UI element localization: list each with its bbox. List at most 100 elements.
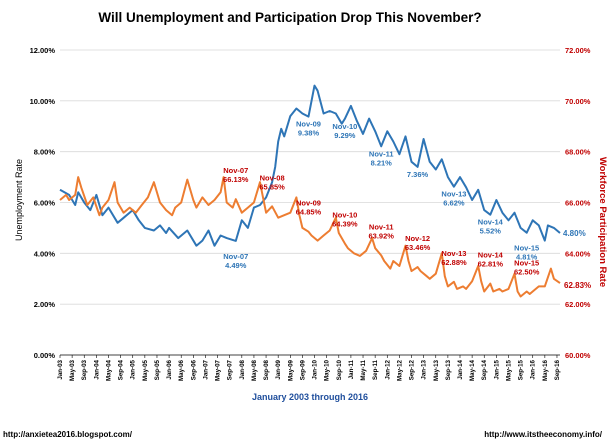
x-tick-label: Jan-03 — [57, 359, 64, 379]
annotation-red-date: Nov-14 — [478, 251, 504, 260]
x-tick-label: Jan-08 — [239, 359, 246, 379]
left-tick-label: 4.00% — [34, 249, 56, 258]
x-tick-label: Jan-12 — [384, 359, 391, 379]
x-tick-label: Sep-11 — [372, 359, 379, 380]
x-tick-label: Jan-13 — [421, 359, 428, 379]
annotation-blue-value: 6.62% — [443, 199, 465, 208]
left-tick-label: 12.00% — [30, 46, 56, 55]
annotation-blue-date: Nov-09 — [296, 120, 321, 129]
x-tick-label: Sep-14 — [481, 359, 488, 380]
x-tick-label: Sep-15 — [518, 359, 525, 380]
x-tick-label: Jan-07 — [202, 359, 209, 379]
left-axis-label: Unemployment Rate — [14, 159, 24, 241]
x-axis-ticks: Jan-03 May-03 Sep-03 Jan-04 May-04 Sep-04 Jan-… — [57, 355, 561, 381]
annotation-red-date: Nov-15 — [514, 258, 539, 267]
annotation-blue-date: Nov-14 — [478, 218, 504, 227]
x-tick-label: May-08 — [251, 359, 258, 381]
x-tick-label: May-07 — [215, 359, 222, 381]
annotation-blue-value: 9.38% — [298, 129, 320, 138]
series-group — [59, 84, 561, 298]
left-axis-ticks: 0.00% 2.00% 4.00% 6.00% 8.00% 10.00% 12.00% — [30, 46, 56, 360]
footer-left-url[interactable]: http://anxietea2016.blogspot.com/ — [3, 430, 133, 439]
participation-line — [59, 176, 561, 298]
footer-right-url[interactable]: http://www.itstheeconomy.info/ — [484, 430, 603, 439]
x-tick-label: Jan-09 — [275, 359, 282, 379]
left-tick-label: 2.00% — [34, 300, 56, 309]
annotation-red-date: Nov-09 — [296, 199, 321, 208]
x-tick-label: Sep-13 — [445, 359, 452, 380]
x-tick-label: Jan-16 — [530, 359, 537, 379]
annotation-red-value: 65.85% — [259, 182, 285, 191]
x-tick-label: Jan-15 — [493, 359, 500, 379]
left-tick-label: 6.00% — [34, 199, 56, 208]
x-tick-label: Sep-08 — [263, 359, 270, 380]
annotation-red-date: Nov-10 — [332, 210, 357, 219]
x-tick-label: May-11 — [360, 359, 367, 380]
annotation-red-value: 64.39% — [332, 219, 358, 228]
x-tick-label: May-10 — [324, 359, 331, 381]
annotation-blue-value: 9.29% — [334, 131, 356, 140]
annotations-group: Nov-074.49%Nov-099.38%Nov-109.29%Nov-118… — [223, 120, 540, 277]
x-tick-label: Jan-14 — [457, 359, 464, 379]
left-tick-label: 8.00% — [34, 148, 56, 157]
annotation-blue-date: Nov-15 — [514, 244, 539, 253]
x-tick-label: Jan-06 — [166, 359, 173, 379]
left-tick-label: 0.00% — [34, 351, 56, 360]
annotation-blue-value: 4.49% — [225, 261, 247, 270]
annotation-blue-date: Nov-11 — [369, 149, 394, 158]
annotation-red-date: Nov-12 — [405, 234, 430, 243]
x-tick-label: Sep-10 — [336, 359, 343, 380]
x-tick-label: Sep-03 — [81, 359, 88, 380]
chart-title: Will Unemployment and Participation Drop… — [98, 10, 481, 25]
annotation-red-date: Nov-07 — [223, 166, 248, 175]
x-tick-label: May-14 — [469, 359, 476, 381]
x-tick-label: Sep-06 — [190, 359, 197, 380]
annotation-red-value: 66.13% — [223, 175, 249, 184]
annotation-blue-date: Nov-13 — [441, 190, 466, 199]
right-tick-label: 66.00% — [565, 199, 591, 208]
x-tick-label: Sep-09 — [299, 359, 306, 380]
x-tick-label: May-13 — [433, 359, 440, 381]
left-tick-label: 10.00% — [30, 97, 56, 106]
x-tick-label: May-15 — [505, 359, 512, 381]
right-tick-label: 72.00% — [565, 46, 591, 55]
x-tick-label: May-09 — [287, 359, 294, 381]
annotation-red-value: 63.46% — [405, 243, 431, 252]
annotation-red-value: 63.92% — [368, 231, 394, 240]
annotation-red-value: 62.88% — [441, 258, 467, 267]
x-tick-label: Sep-05 — [154, 359, 161, 380]
unemployment-line — [59, 84, 561, 247]
annotation-blue-date: Nov-10 — [332, 122, 357, 131]
annotation-red-date: Nov-11 — [369, 222, 394, 231]
x-tick-label: Jan-05 — [130, 359, 137, 379]
right-tick-label: 70.00% — [565, 97, 591, 106]
right-tick-label: 64.00% — [565, 249, 591, 258]
right-axis-ticks: 60.00% 62.00% 64.00% 66.00% 68.00% 70.00% 72.0… — [565, 46, 591, 360]
annotation-red-date: Nov-08 — [260, 173, 285, 182]
annotation-red-value: 62.50% — [514, 267, 540, 276]
right-axis-label: Workforce Participation Rate — [597, 157, 608, 287]
annotation-red-date: Nov-13 — [441, 249, 466, 258]
x-tick-label: May-16 — [542, 359, 549, 381]
annotation-blue-value: 7.36% — [407, 170, 429, 179]
x-tick-label: Sep-07 — [227, 359, 234, 380]
x-axis-label: January 2003 through 2016 — [252, 392, 368, 402]
annotation-red-value: 62.81% — [478, 260, 504, 269]
x-tick-label: Jan-04 — [93, 359, 100, 379]
x-tick-label: May-12 — [396, 359, 403, 381]
x-tick-label: Sep-16 — [554, 359, 561, 380]
annotation-blue-value: 8.21% — [371, 158, 393, 167]
right-tick-label: 62.00% — [565, 300, 591, 309]
x-tick-label: Jan-10 — [312, 359, 319, 379]
annotation-blue-value: 4.81% — [516, 253, 538, 262]
annotation-blue-value: 5.52% — [480, 227, 502, 236]
right-tick-label: 60.00% — [565, 351, 591, 360]
annotation-blue-date: Nov-07 — [223, 252, 248, 261]
x-tick-label: Jan-11 — [348, 359, 355, 379]
annotation-red-value: 64.85% — [296, 208, 322, 217]
x-tick-label: May-03 — [69, 359, 76, 381]
end-label-unemployment: 4.80% — [563, 229, 586, 238]
end-label-participation: 62.83% — [564, 281, 591, 290]
